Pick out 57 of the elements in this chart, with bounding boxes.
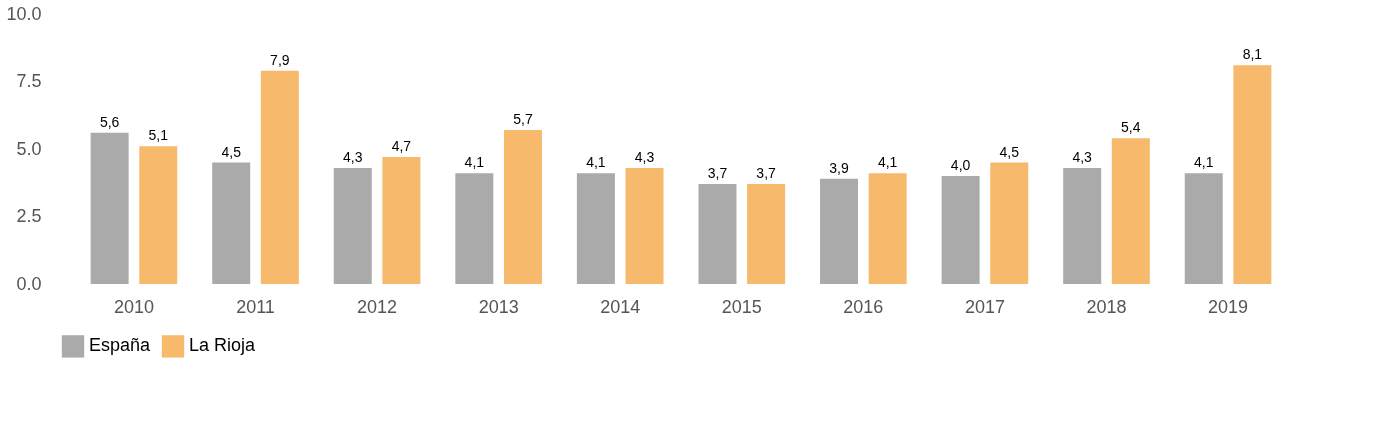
- bar: [698, 184, 737, 284]
- data-label: 4,0: [950, 157, 971, 173]
- data-label: 7,9: [270, 51, 290, 68]
- data-label: 8,1: [1242, 46, 1263, 63]
- data-label: 4,7: [391, 138, 412, 155]
- bar: [455, 173, 494, 284]
- data-label: 5,1: [148, 127, 169, 144]
- x-tick-label: 2019: [1208, 296, 1249, 317]
- bar: [1111, 138, 1150, 284]
- bar: [503, 130, 542, 284]
- bar: [333, 167, 372, 284]
- data-label: 4,5: [999, 143, 1020, 160]
- data-label: 4,3: [634, 148, 655, 165]
- x-tick-label: 2018: [1086, 296, 1127, 317]
- bar: [747, 184, 786, 284]
- bar: [90, 132, 129, 284]
- bar: [820, 178, 859, 284]
- bar: [1184, 173, 1223, 284]
- bar: [1233, 65, 1272, 284]
- bar: [382, 157, 421, 284]
- y-tick-label: 7.5: [16, 71, 42, 91]
- data-label: 4,1: [586, 154, 606, 171]
- x-tick-label: 2016: [843, 296, 884, 317]
- data-label: 4,1: [877, 154, 898, 171]
- data-label: 4,1: [464, 154, 485, 171]
- data-label: 4,3: [343, 148, 363, 165]
- data-label: 4,5: [221, 143, 242, 160]
- data-label: 3,7: [756, 165, 777, 182]
- x-tick-label: 2014: [600, 296, 641, 317]
- x-tick-label: 2010: [113, 296, 154, 317]
- x-tick-label: 2017: [964, 296, 1005, 317]
- x-tick-label: 2011: [236, 296, 275, 317]
- bar: [1063, 167, 1102, 284]
- y-tick-label: 5.0: [16, 138, 42, 159]
- data-label: 3,7: [707, 165, 728, 182]
- x-tick-label: 2013: [478, 296, 519, 317]
- bar: [576, 173, 615, 284]
- legend-label: España: [89, 335, 152, 356]
- y-tick-label: 2.5: [16, 206, 42, 226]
- x-tick-label: 2015: [721, 296, 762, 317]
- legend-label: La Rioja: [189, 335, 257, 356]
- data-label: 5,6: [99, 113, 120, 130]
- bar: [212, 162, 251, 284]
- data-label: 4,3: [1072, 148, 1093, 165]
- bar: [990, 162, 1029, 284]
- bar: [260, 70, 299, 284]
- y-tick-label: 10.0: [6, 3, 42, 24]
- data-label: 4,1: [1194, 154, 1214, 171]
- bar: [625, 167, 664, 284]
- bar: [868, 173, 907, 284]
- y-tick-label: 0.0: [16, 273, 42, 294]
- bar: [941, 176, 980, 284]
- data-label: 3,9: [829, 159, 849, 176]
- data-label: 5,7: [513, 111, 533, 128]
- x-tick-label: 2012: [357, 296, 398, 317]
- bar: [139, 146, 178, 284]
- data-label: 5,4: [1121, 119, 1141, 136]
